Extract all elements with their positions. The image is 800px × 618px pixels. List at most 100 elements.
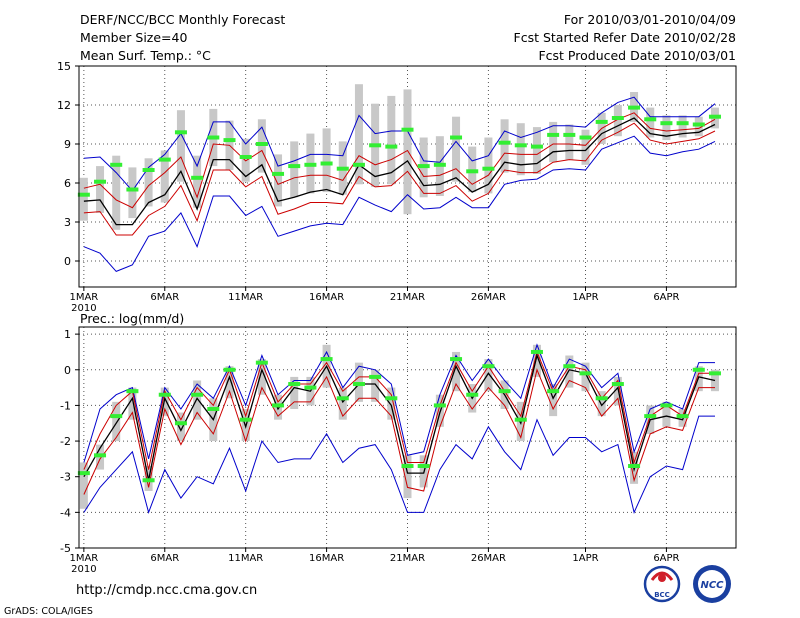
prec-median-mark-26 — [482, 364, 495, 369]
prec-median-mark-16 — [320, 357, 333, 362]
temp-spread-bar-6 — [160, 150, 169, 203]
prec-median-mark-38 — [676, 414, 689, 419]
grads-credit: GrADS: COLA/IGES — [4, 606, 93, 617]
prec-median-mark-13 — [272, 403, 285, 408]
prec-ytick-label-0: -5 — [60, 542, 71, 555]
prec-median-mark-32 — [579, 371, 592, 376]
temp-ytick-label-5: 15 — [57, 60, 71, 73]
temp-median-mark-20 — [385, 144, 398, 149]
prec-spread-bar-20 — [387, 387, 396, 420]
temp-median-mark-1 — [77, 192, 90, 197]
prec-median-mark-37 — [660, 403, 673, 408]
temp-median-mark-3 — [110, 162, 123, 167]
prec-median-mark-1 — [77, 471, 90, 476]
prec-ytick-label-4: -1 — [60, 399, 71, 412]
temp-ytick-label-0: 0 — [64, 255, 71, 268]
temp-median-mark-30 — [547, 132, 560, 137]
temp-median-mark-40 — [708, 114, 721, 119]
ncc-logo: NCC — [693, 565, 731, 603]
bottom-variable-label: Prec.: log(mm/d) — [80, 311, 184, 326]
chart-title: DERF/NCC/BCC Monthly Forecast — [80, 12, 285, 27]
temp-spread-bar-27 — [500, 119, 509, 173]
prec-median-mark-39 — [692, 367, 705, 372]
prec-spread-bar-37 — [662, 401, 671, 427]
prec-ytick-label-1: -4 — [60, 506, 71, 519]
temp-spread-bar-4 — [128, 167, 137, 219]
temp-ytick-label-4: 12 — [57, 99, 71, 112]
temp-line-plus-one-sigma — [83, 112, 716, 209]
temp-median-mark-17 — [336, 166, 349, 171]
prec-xtick-label-6: 1APR — [572, 553, 598, 564]
prec-ytick-label-3: -2 — [60, 435, 71, 448]
prec-median-mark-6 — [158, 392, 171, 397]
temp-median-mark-15 — [304, 162, 317, 167]
prec-median-mark-4 — [126, 389, 139, 394]
prec-spread-bar-6 — [160, 387, 169, 417]
temp-spread-bar-16 — [322, 128, 331, 193]
temp-spread-bar-24 — [452, 116, 461, 182]
prec-spread-bar-34 — [613, 376, 622, 406]
temp-spread-bar-31 — [565, 124, 574, 160]
temp-spread-bar-13 — [274, 154, 283, 207]
temp-spread-bar-36 — [646, 107, 655, 138]
prec-median-mark-12 — [255, 360, 268, 365]
temp-spread-bar-29 — [532, 127, 541, 174]
temp-spread-bar-28 — [516, 123, 525, 176]
prec-median-mark-2 — [94, 453, 107, 458]
prec-median-mark-31 — [563, 364, 576, 369]
prec-xtick-label-0: 1MAR — [69, 553, 98, 564]
temp-ytick-label-2: 6 — [64, 177, 71, 190]
prec-spread-bar-8 — [193, 380, 202, 420]
temp-xtick-label-0: 1MAR — [69, 292, 98, 303]
temp-median-mark-32 — [579, 135, 592, 140]
prec-xtick-label-5: 26MAR — [471, 553, 506, 564]
prec-spread-bar-3 — [112, 401, 121, 442]
temp-median-mark-26 — [482, 166, 495, 171]
bcc-logo-ring — [643, 565, 681, 603]
temp-median-mark-22 — [417, 164, 430, 169]
prec-line-minus-one-sigma — [83, 368, 715, 495]
temp-year-label: 2010 — [71, 303, 96, 314]
bcc-logo-dot — [658, 574, 666, 582]
prec-median-mark-9 — [207, 406, 220, 411]
prec-spread-bar-17 — [338, 387, 347, 420]
prec-spread-bar-19 — [371, 369, 380, 402]
prec-line-maximum — [83, 343, 715, 463]
prec-median-mark-36 — [644, 414, 657, 419]
prec-median-mark-17 — [336, 396, 349, 401]
temp-ytick-label-1: 3 — [64, 216, 71, 229]
temp-line-maximum — [83, 96, 716, 192]
prec-spread-bar-14 — [290, 376, 299, 409]
prec-median-mark-18 — [352, 382, 365, 387]
prec-median-mark-23 — [433, 403, 446, 408]
prec-median-mark-28 — [514, 417, 527, 422]
temp-spread-bar-34 — [613, 105, 622, 137]
prec-year-label: 2010 — [71, 564, 96, 575]
prec-xtick-label-7: 6APR — [653, 553, 679, 564]
source-url: http://cmdp.ncc.cma.gov.cn — [76, 583, 257, 598]
temp-median-mark-5 — [142, 168, 155, 172]
temp-median-mark-38 — [676, 121, 689, 126]
temp-spread-bar-37 — [662, 115, 671, 141]
prec-median-mark-25 — [466, 392, 479, 397]
temp-median-mark-34 — [611, 116, 624, 120]
temp-median-mark-2 — [94, 179, 107, 184]
temp-spread-bar-20 — [387, 95, 396, 185]
temp-median-mark-35 — [628, 105, 641, 110]
prec-spread-bar-10 — [225, 366, 234, 399]
temp-median-mark-37 — [660, 121, 673, 126]
prec-median-mark-33 — [595, 396, 608, 401]
prec-median-mark-30 — [547, 389, 560, 394]
temp-median-mark-14 — [288, 164, 301, 169]
temp-median-mark-6 — [158, 157, 171, 162]
prec-median-mark-35 — [628, 464, 641, 469]
temp-median-mark-18 — [352, 162, 365, 167]
temp-xtick-label-7: 6APR — [653, 292, 679, 303]
prec-spread-bar-7 — [176, 412, 185, 442]
temp-spread-bar-30 — [549, 121, 558, 163]
forecast-period: For 2010/03/01-2010/04/09 — [564, 12, 736, 27]
temperature-panel: 0 3 6 9 12 15 1MAR 6MAR 11MAR 16MAR 21MAR 26MAR 1APR… — [57, 60, 737, 314]
temp-median-mark-7 — [174, 130, 187, 135]
